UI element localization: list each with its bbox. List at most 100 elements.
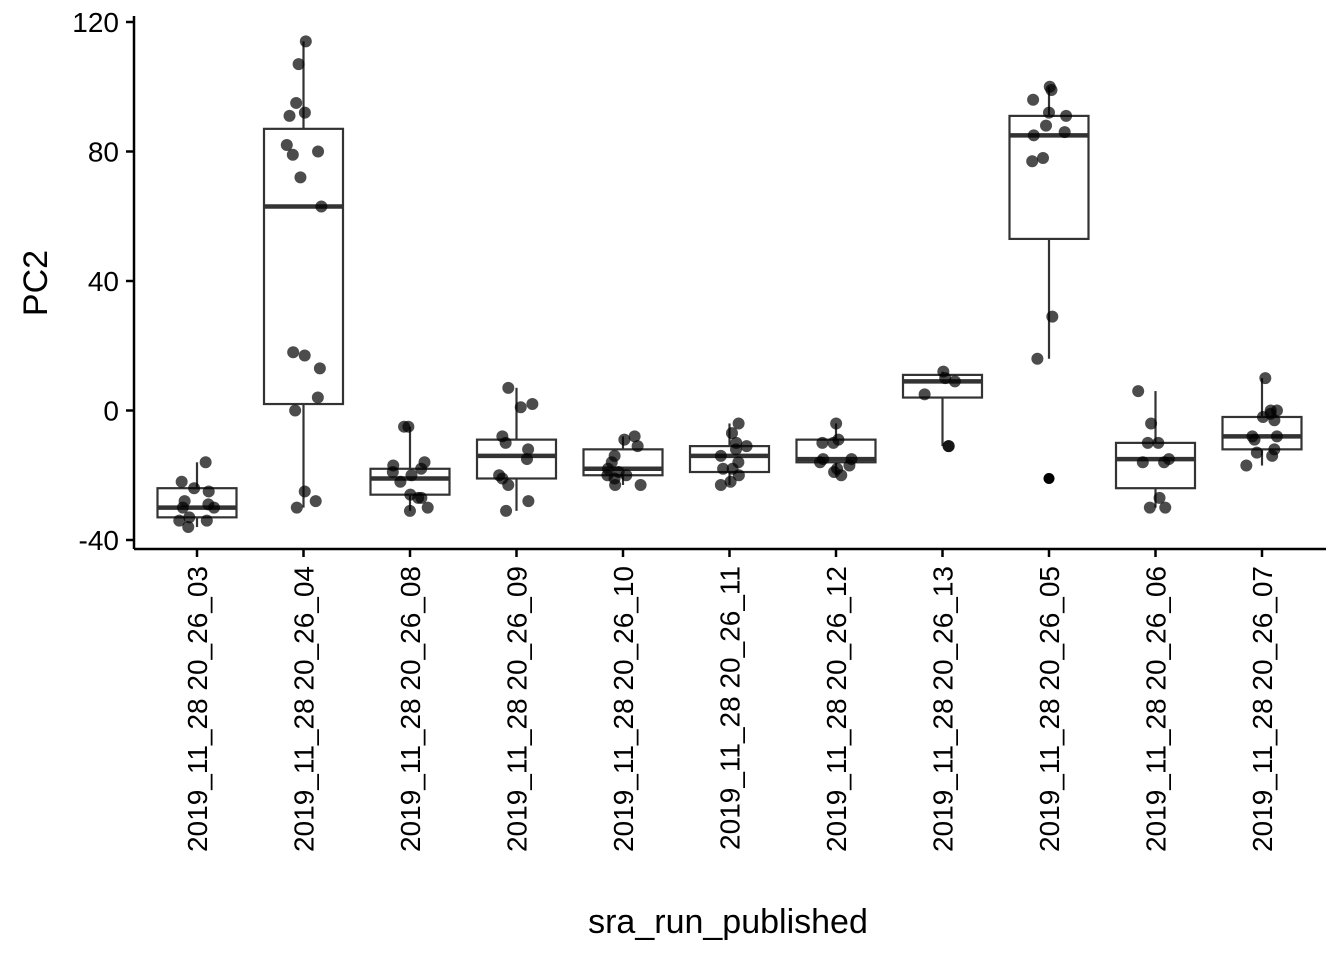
data-point xyxy=(522,495,535,508)
data-point xyxy=(290,501,303,514)
x-tick-label: 2019_11_28 20_26_09 xyxy=(502,566,533,852)
data-point xyxy=(1136,456,1149,469)
data-point xyxy=(1270,430,1283,443)
data-point xyxy=(405,469,418,482)
box-group xyxy=(475,387,558,511)
data-point xyxy=(1266,449,1279,462)
data-point xyxy=(176,501,189,514)
data-point xyxy=(415,462,428,475)
x-tick-label: 2019_11_28 20_26_08 xyxy=(395,566,426,852)
x-tick-label: 2019_11_28 20_26_05 xyxy=(1034,566,1065,852)
data-point xyxy=(1159,501,1172,514)
box-iqr xyxy=(1114,441,1197,490)
y-axis-title: PC2 xyxy=(17,250,55,316)
data-point xyxy=(717,462,730,475)
data-point xyxy=(522,443,535,456)
data-point xyxy=(1026,155,1039,168)
data-point xyxy=(725,427,738,440)
data-point xyxy=(948,375,961,388)
data-point xyxy=(724,475,737,488)
data-point xyxy=(714,449,727,462)
data-point xyxy=(1045,83,1058,96)
data-point xyxy=(1027,129,1040,142)
data-point xyxy=(609,478,622,491)
data-point xyxy=(311,391,324,404)
box-iqr xyxy=(475,438,558,480)
data-point xyxy=(830,417,843,430)
data-point xyxy=(394,475,407,488)
data-point xyxy=(631,440,644,453)
x-tick-label: 2019_11_28 20_26_11 xyxy=(715,566,746,850)
data-point xyxy=(732,417,745,430)
x-tick-label: 2019_11_28 20_26_10 xyxy=(608,566,639,852)
box-group xyxy=(688,423,771,485)
data-point xyxy=(283,109,296,122)
data-point xyxy=(298,106,311,119)
data-point xyxy=(199,456,212,469)
x-tick-label: 2019_11_28 20_26_07 xyxy=(1247,566,1278,852)
data-point xyxy=(618,433,631,446)
box-group xyxy=(156,462,238,528)
data-point xyxy=(1268,414,1281,427)
data-point xyxy=(500,504,513,517)
data-point xyxy=(1153,491,1166,504)
y-tick-label: 0 xyxy=(103,396,119,427)
box-iqr xyxy=(262,127,345,406)
data-point xyxy=(620,469,633,482)
data-point xyxy=(421,501,434,514)
data-point xyxy=(1259,372,1272,385)
data-point xyxy=(188,482,201,495)
data-point xyxy=(182,521,195,534)
data-point xyxy=(918,388,931,401)
data-point xyxy=(816,436,829,449)
data-point xyxy=(398,420,411,433)
data-point xyxy=(1042,106,1055,119)
data-point xyxy=(1250,446,1263,459)
data-point xyxy=(1158,456,1171,469)
data-point xyxy=(1036,151,1049,164)
data-point xyxy=(729,443,742,456)
data-point xyxy=(514,401,527,414)
outlier-point xyxy=(1043,472,1055,484)
data-point xyxy=(1141,436,1154,449)
x-tick-label: 2019_11_28 20_26_04 xyxy=(289,566,320,852)
data-point xyxy=(520,453,533,466)
data-point xyxy=(502,381,515,394)
y-tick-label: -40 xyxy=(79,525,119,556)
x-tick-label: 2019_11_28 20_26_06 xyxy=(1141,566,1172,852)
data-point xyxy=(312,145,325,158)
data-point xyxy=(526,398,539,411)
data-point xyxy=(298,485,311,498)
data-point xyxy=(835,469,848,482)
data-point xyxy=(412,491,425,504)
data-point xyxy=(1132,385,1145,398)
data-point xyxy=(287,346,300,359)
data-point xyxy=(294,171,307,184)
data-point xyxy=(309,495,322,508)
data-point xyxy=(628,430,641,443)
data-point xyxy=(843,459,856,472)
data-point xyxy=(732,469,745,482)
data-point xyxy=(1040,119,1053,132)
data-point xyxy=(200,514,213,527)
x-tick-label: 2019_11_28 20_26_12 xyxy=(821,566,852,852)
points-layer xyxy=(173,35,1283,534)
y-tick-label: 120 xyxy=(72,7,119,38)
data-point xyxy=(1031,352,1044,365)
data-point xyxy=(299,35,312,48)
x-tick-label: 2019_11_28 20_26_13 xyxy=(928,566,959,852)
data-point xyxy=(280,139,293,152)
data-point xyxy=(1152,436,1165,449)
data-point xyxy=(634,478,647,491)
data-point xyxy=(1240,459,1253,472)
data-point xyxy=(289,404,302,417)
boxes-layer xyxy=(156,41,1303,528)
data-point xyxy=(315,200,328,213)
x-axis-title: sra_run_published xyxy=(588,903,868,941)
data-point xyxy=(386,466,399,479)
data-point xyxy=(1248,433,1261,446)
data-point xyxy=(1046,310,1059,323)
data-point xyxy=(740,440,753,453)
data-point xyxy=(292,58,305,71)
